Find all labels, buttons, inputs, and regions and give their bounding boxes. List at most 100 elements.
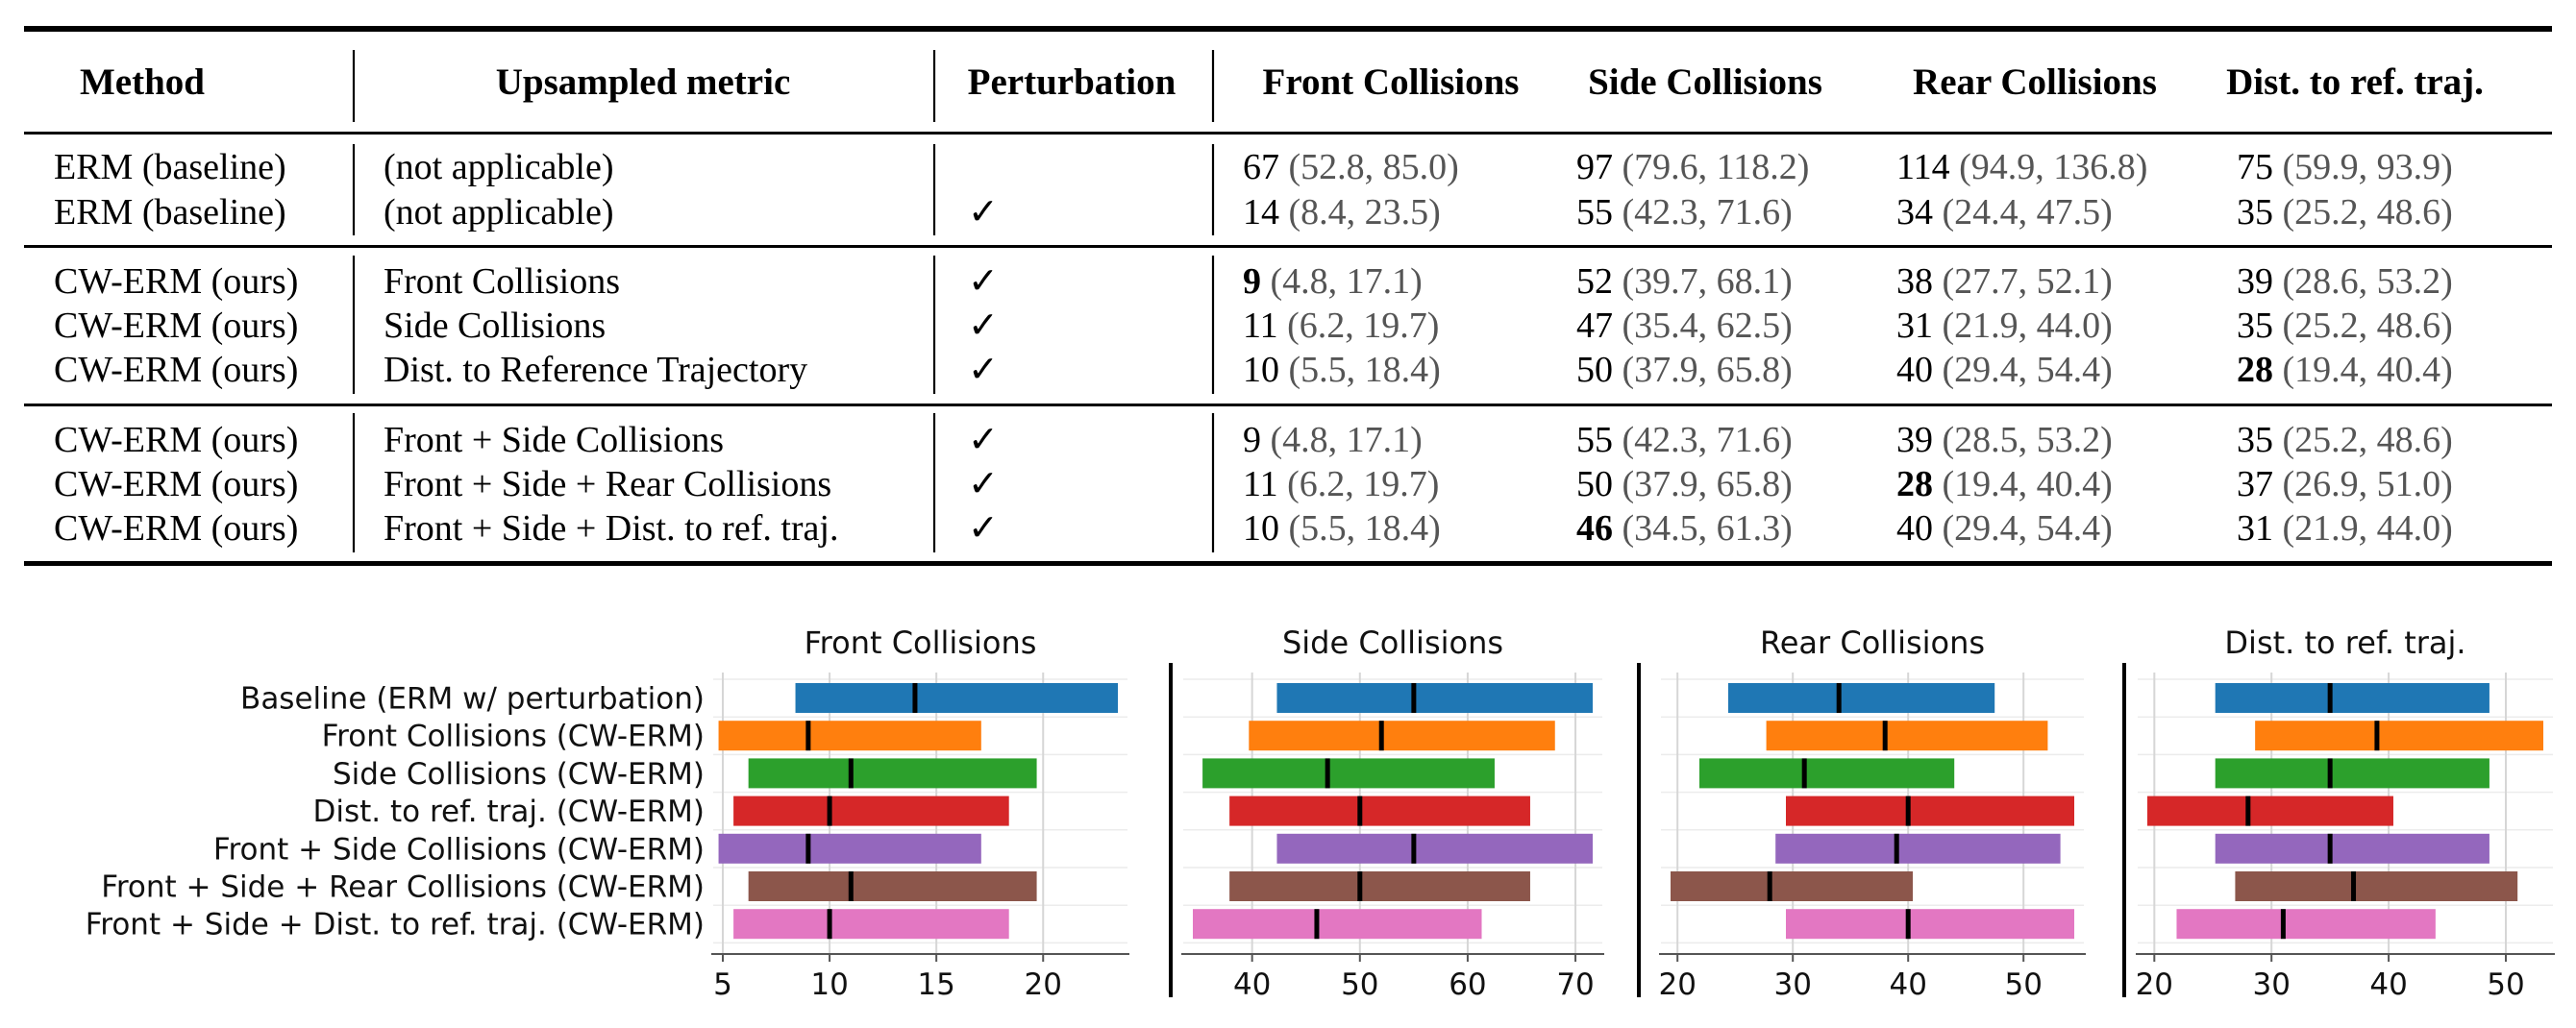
table-group-rule (24, 245, 2552, 248)
table-value-cell: 35 (25.2, 48.6) (2237, 306, 2453, 346)
table-value-cell: 50 (37.9, 65.8) (1576, 350, 1793, 390)
ci-bar (1766, 721, 2048, 751)
table-perturbation-check: ✓ (968, 190, 999, 233)
x-tick-label: 30 (1773, 967, 1811, 1002)
median-marker (1894, 833, 1899, 864)
table-value-cell: 28 (19.4, 40.4) (2237, 350, 2453, 390)
median-marker (1801, 758, 1807, 789)
median-marker (827, 909, 832, 940)
table-metric-cell: (not applicable) (384, 147, 614, 187)
median-marker (2327, 683, 2333, 713)
median-marker (1767, 871, 1772, 901)
panel-title: Rear Collisions (1760, 624, 1985, 661)
table-method-cell: ERM (baseline) (54, 192, 286, 233)
table-value-cell: 11 (6.2, 19.7) (1243, 306, 1439, 346)
table-perturbation-check: ✓ (968, 304, 999, 346)
table-header-cell: Side Collisions (1588, 61, 1822, 103)
table-value-cell: 39 (28.6, 53.2) (2237, 261, 2453, 302)
table-header-rule (24, 132, 2552, 135)
table-value-cell: 34 (24.4, 47.5) (1896, 192, 2113, 233)
ci-bar (748, 871, 1037, 901)
median-marker (2280, 909, 2286, 940)
table-value-cell: 38 (27.7, 52.1) (1896, 261, 2113, 302)
median-marker (848, 758, 854, 789)
ci-bar (718, 721, 981, 751)
category-label: Front Collisions (CW-ERM) (322, 720, 705, 754)
category-label: Front + Side + Dist. to ref. traj. (CW-E… (86, 908, 705, 942)
median-marker (1905, 795, 1911, 826)
table-value-cell: 31 (21.9, 44.0) (2237, 508, 2453, 549)
ci-bar (1786, 909, 2074, 940)
table-method-cell: CW-ERM (ours) (54, 464, 298, 504)
table-value-cell: 55 (42.3, 71.6) (1576, 192, 1793, 233)
table-metric-cell: Dist. to Reference Trajectory (384, 350, 807, 390)
category-label: Dist. to ref. traj. (CW-ERM) (313, 795, 705, 829)
median-marker (2327, 758, 2333, 789)
ci-bar (1229, 795, 1530, 826)
table-value-cell: 39 (28.5, 53.2) (1896, 420, 2113, 460)
table-header-cell: Dist. to ref. traj. (2226, 61, 2484, 103)
table-header-cell: Method (80, 61, 205, 103)
x-tick-label: 30 (2252, 967, 2290, 1002)
table-method-cell: CW-ERM (ours) (54, 508, 298, 549)
panel-title: Dist. to ref. traj. (2224, 624, 2465, 661)
median-marker (1882, 721, 1888, 751)
table-metric-cell: Front + Side Collisions (384, 420, 724, 460)
ci-bar (1775, 833, 2061, 864)
median-marker (1325, 758, 1330, 789)
median-marker (1411, 683, 1417, 713)
median-marker (2245, 795, 2251, 826)
results-table: Method Upsampled metric Perturbation Front … (24, 26, 2552, 566)
table-perturbation-check: ✓ (968, 418, 999, 460)
table-value-cell: 37 (26.9, 51.0) (2237, 464, 2453, 504)
table-metric-cell: Front + Side + Rear Collisions (384, 464, 831, 504)
median-marker (1357, 795, 1363, 826)
table-group-rule (24, 404, 2552, 406)
ci-bar (1728, 683, 1995, 713)
median-marker (1411, 833, 1417, 864)
table-perturbation-check: ✓ (968, 462, 999, 504)
median-marker (2351, 871, 2357, 901)
ci-bar (733, 909, 1009, 940)
table-value-cell: 40 (29.4, 54.4) (1896, 350, 2113, 390)
ci-bar (733, 795, 1009, 826)
table-value-cell: 10 (5.5, 18.4) (1243, 508, 1441, 549)
x-tick-label: 70 (1556, 967, 1594, 1002)
ci-bar (2235, 871, 2518, 901)
table-value-cell: 67 (52.8, 85.0) (1243, 147, 1459, 187)
x-tick-label: 10 (810, 967, 848, 1002)
table-header-cell: Front Collisions (1263, 61, 1520, 103)
table-header-cell: Rear Collisions (1913, 61, 2157, 103)
table-metric-cell: (not applicable) (384, 192, 614, 233)
table-value-cell: 10 (5.5, 18.4) (1243, 350, 1441, 390)
table-value-cell: 114 (94.9, 136.8) (1896, 147, 2147, 187)
ci-bar (2215, 833, 2489, 864)
ci-bar (2147, 795, 2393, 826)
x-tick-label: 50 (2004, 967, 2042, 1002)
table-perturbation-check: ✓ (968, 348, 999, 390)
ci-bar (1699, 758, 1955, 789)
table-value-cell: 47 (35.4, 62.5) (1576, 306, 1793, 346)
ci-bar (2215, 683, 2489, 713)
x-tick-label: 20 (1025, 967, 1062, 1002)
table-value-cell: 55 (42.3, 71.6) (1576, 420, 1793, 460)
median-marker (1314, 909, 1320, 940)
category-label: Front + Side Collisions (CW-ERM) (213, 832, 705, 867)
median-marker (805, 833, 811, 864)
category-label: Front + Side + Rear Collisions (CW-ERM) (101, 870, 705, 905)
table-value-cell: 9 (4.8, 17.1) (1243, 261, 1423, 302)
median-marker (1905, 909, 1911, 940)
x-tick-label: 15 (917, 967, 954, 1002)
chart-panel: Rear Collisions 20 30 40 50 (1658, 624, 2086, 1002)
table-metric-cell: Front + Side + Dist. to ref. traj. (384, 508, 838, 549)
table-header-cell: Upsampled metric (496, 61, 791, 103)
median-marker (827, 795, 832, 826)
table-perturbation-check: ✓ (968, 259, 999, 302)
table-method-cell: CW-ERM (ours) (54, 261, 298, 302)
panel-title: Front Collisions (805, 624, 1037, 661)
ci-bar (2255, 721, 2543, 751)
ci-bar (795, 683, 1118, 713)
ci-bar (1786, 795, 2074, 826)
x-tick-label: 40 (1889, 967, 1926, 1002)
ci-bar (1276, 833, 1593, 864)
